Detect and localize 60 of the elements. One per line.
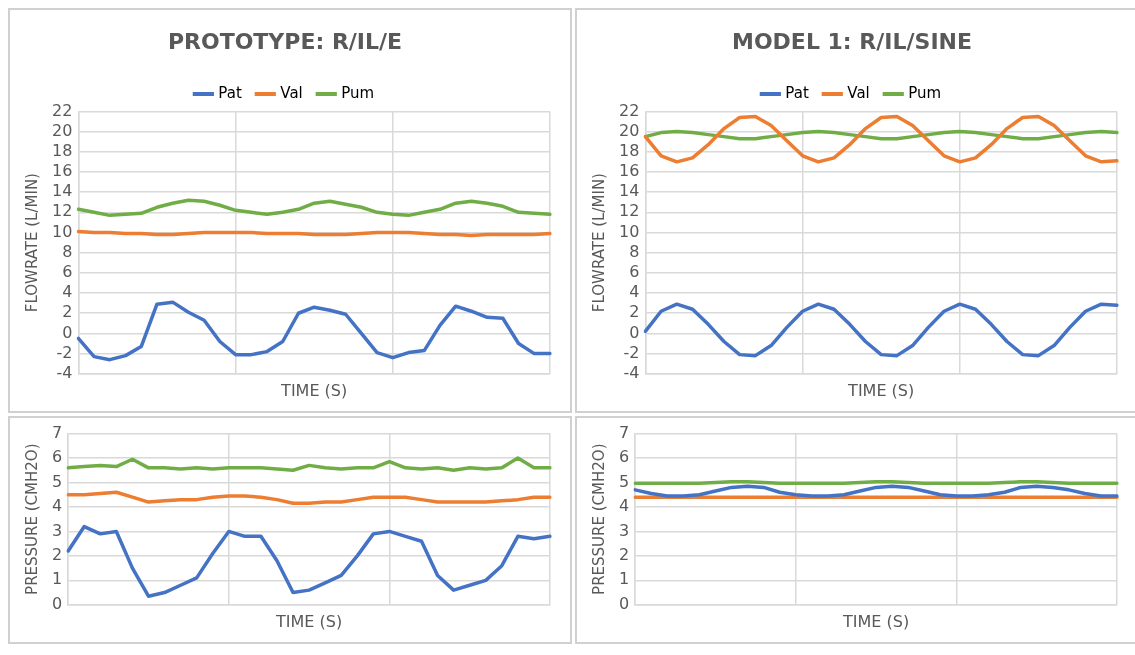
- legend-label: Pum: [341, 83, 375, 102]
- y-tick-label: 6: [51, 447, 63, 467]
- y-tick-label: 18: [52, 140, 73, 160]
- y-axis-title: FLOWRATE (L/MIN): [22, 173, 41, 313]
- y-tick-label: 0: [618, 593, 630, 613]
- legend-label: Pum: [908, 83, 942, 102]
- y-tick-label: 2: [51, 545, 63, 565]
- y-tick-label: 5: [51, 471, 63, 491]
- y-tick-label: 10: [619, 221, 640, 241]
- y-tick-label: 1: [51, 569, 63, 589]
- legend-label: Pat: [785, 83, 809, 102]
- y-tick-label: 20: [619, 120, 640, 140]
- y-tick-label: -2: [56, 342, 73, 362]
- y-tick-label: 4: [629, 282, 640, 302]
- y-tick-label: 22: [619, 100, 640, 120]
- y-tick-label: 12: [52, 201, 73, 221]
- y-tick-label: 16: [619, 161, 640, 181]
- y-tick-label: 8: [62, 241, 73, 261]
- y-tick-label: 7: [618, 422, 630, 442]
- y-tick-label: 6: [62, 262, 73, 282]
- y-tick-label: 0: [629, 322, 640, 342]
- y-tick-label: 2: [629, 302, 640, 322]
- y-tick-label: 6: [618, 447, 630, 467]
- y-tick-label: 18: [619, 140, 640, 160]
- y-tick-label: 4: [51, 496, 63, 516]
- x-axis-title: TIME (S): [847, 380, 915, 400]
- legend-label: Val: [847, 83, 870, 102]
- legend-label: Pat: [218, 83, 242, 102]
- legend-label: Val: [280, 83, 303, 102]
- chart-title: PROTOTYPE: R/IL/E: [167, 28, 403, 54]
- y-tick-label: 14: [52, 181, 73, 201]
- y-tick-label: 8: [629, 241, 640, 261]
- y-tick-label: 5: [618, 471, 630, 491]
- y-tick-label: 4: [62, 282, 73, 302]
- y-tick-label: 0: [51, 593, 63, 613]
- y-tick-label: 6: [629, 262, 640, 282]
- y-axis-title: FLOWRATE (L/MIN): [589, 173, 608, 313]
- y-tick-label: 3: [51, 520, 63, 540]
- y-tick-label: 10: [52, 221, 73, 241]
- x-axis-title: TIME (S): [275, 611, 343, 631]
- y-tick-label: 0: [62, 322, 73, 342]
- y-tick-label: 14: [619, 181, 640, 201]
- y-tick-label: 12: [619, 201, 640, 221]
- y-tick-label: 7: [51, 422, 63, 442]
- y-tick-label: -2: [623, 342, 640, 362]
- y-tick-label: 2: [62, 302, 73, 322]
- x-axis-title: TIME (S): [280, 380, 348, 400]
- y-tick-label: -4: [56, 362, 73, 382]
- y-tick-label: 3: [618, 520, 630, 540]
- y-axis-title: PRESSURE (CMH2O): [589, 443, 608, 595]
- y-tick-label: 16: [52, 161, 73, 181]
- y-tick-label: 1: [618, 569, 630, 589]
- y-tick-label: 2: [618, 545, 630, 565]
- y-tick-label: 4: [618, 496, 630, 516]
- y-tick-label: 22: [52, 100, 73, 120]
- chart-title: MODEL 1: R/IL/SINE: [731, 28, 973, 54]
- y-tick-label: -4: [623, 362, 640, 382]
- y-tick-label: 20: [52, 120, 73, 140]
- y-axis-title: PRESSURE (CMH2O): [22, 443, 41, 595]
- x-axis-title: TIME (S): [842, 611, 910, 631]
